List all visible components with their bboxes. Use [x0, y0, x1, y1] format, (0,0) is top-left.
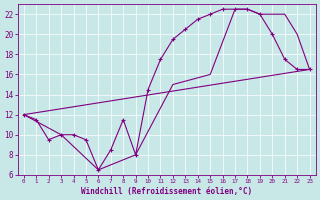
- X-axis label: Windchill (Refroidissement éolien,°C): Windchill (Refroidissement éolien,°C): [81, 187, 252, 196]
